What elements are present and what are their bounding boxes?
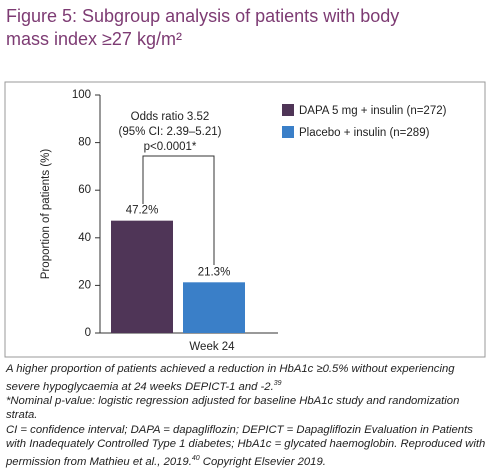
y-axis-label: Proportion of patients (%) xyxy=(40,149,52,280)
footnote-ref: 40 xyxy=(191,454,200,462)
bracket xyxy=(142,155,215,265)
footnote-text: Copyright Elsevier 2019. xyxy=(199,455,326,468)
footnote-text: *Nominal p-value: logistic regression ad… xyxy=(6,394,460,422)
annotation: p<0.0001* xyxy=(144,141,197,153)
footnotes: A higher proportion of patients achieved… xyxy=(6,362,488,469)
footnote: *Nominal p-value: logistic regression ad… xyxy=(6,394,488,423)
figure-title: Figure 5: Subgroup analysis of patients … xyxy=(6,6,400,49)
legend-swatch xyxy=(282,104,294,116)
x-tick-label: Week 24 xyxy=(189,341,235,353)
annotation: (95% CI: 2.39–5.21) xyxy=(119,126,222,138)
y-tick-label: 80 xyxy=(78,137,91,149)
data-label: 47.2% xyxy=(126,205,159,217)
y-tick-label: 60 xyxy=(78,184,91,196)
bar xyxy=(183,282,245,333)
bar xyxy=(111,220,173,333)
footnote: CI = confidence interval; DAPA = dapagli… xyxy=(6,423,488,469)
legend-label: Placebo + insulin (n=289) xyxy=(299,127,430,139)
legend-swatch xyxy=(282,126,294,138)
chart-frame xyxy=(4,81,486,358)
footnote-text: A higher proportion of patients achieved… xyxy=(6,363,455,393)
footnote-ref: 39 xyxy=(273,379,282,387)
chart: Proportion of patients (%) 0 20 40 60 80 100 O… xyxy=(4,81,486,358)
y-tick-label: 0 xyxy=(85,327,91,339)
y-tick-label: 20 xyxy=(78,279,91,291)
data-label: 21.3% xyxy=(198,266,231,278)
y-tick-label: 40 xyxy=(78,232,91,244)
footnote-text: CI = confidence interval; DAPA = dapagli… xyxy=(6,423,486,468)
y-tick-label: 100 xyxy=(72,89,91,101)
legend-label: DAPA 5 mg + insulin (n=272) xyxy=(299,105,447,117)
annotation: Odds ratio 3.52 xyxy=(131,111,210,123)
footnote: A higher proportion of patients achieved… xyxy=(6,362,488,394)
